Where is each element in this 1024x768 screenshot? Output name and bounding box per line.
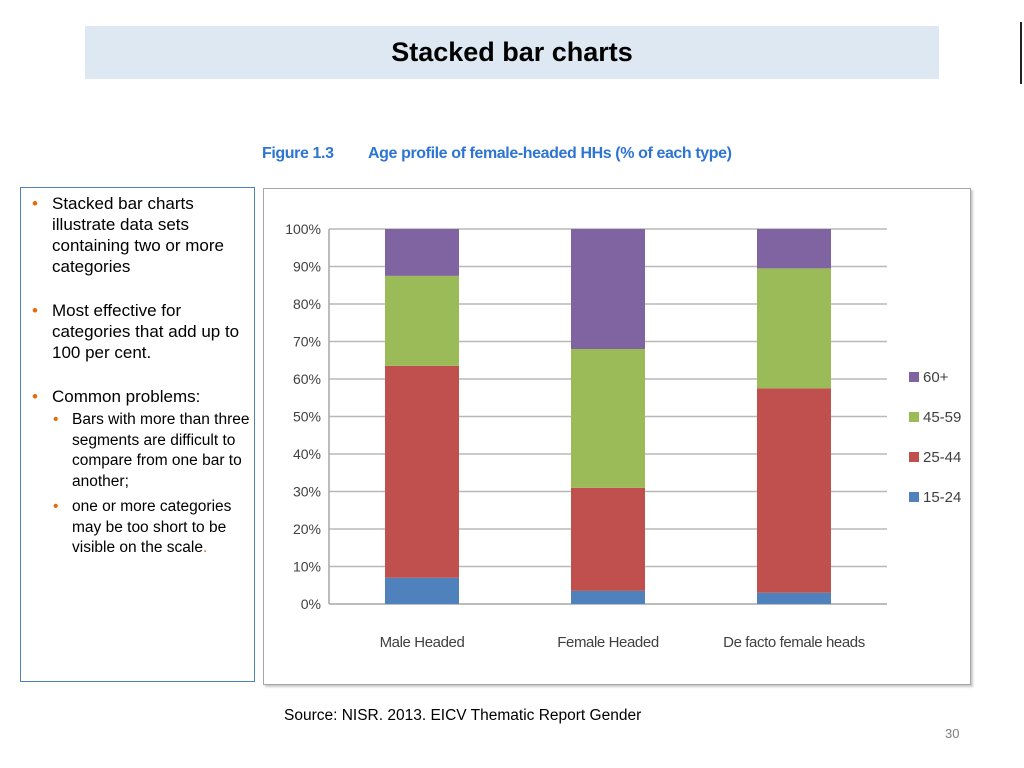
figure-title: Age profile of female-headed HHs (% of e… xyxy=(368,145,732,162)
source-note: Source: NISR. 2013. EICV Thematic Report… xyxy=(284,707,641,725)
y-tick-label: 40% xyxy=(293,446,321,462)
y-tick-label: 60% xyxy=(293,371,321,387)
bullet-list: Stacked bar charts illustrate data sets … xyxy=(29,193,250,559)
legend-label: 45-59 xyxy=(923,409,961,426)
bar-segment xyxy=(757,229,831,268)
bar-segment xyxy=(385,276,459,366)
bullet-text: Stacked bar charts illustrate data sets … xyxy=(52,194,224,276)
legend-label: 15-24 xyxy=(923,489,961,506)
legend-swatch xyxy=(909,372,919,382)
sub-bullet-item: Bars with more than three segments are d… xyxy=(52,410,250,492)
slide-title: Stacked bar charts xyxy=(391,37,633,68)
y-tick-label: 10% xyxy=(293,559,321,575)
bar-segment xyxy=(385,578,459,604)
edge-divider xyxy=(1020,22,1022,84)
bar-segment xyxy=(571,229,645,349)
bullet-text: Common problems: xyxy=(52,387,200,406)
x-tick-label: Male Headed xyxy=(380,634,465,651)
y-tick-label: 30% xyxy=(293,484,321,500)
chart-frame: 0% 10% 20% 30% 40% 50% 60% 70% 80% 90% 100% Male He… xyxy=(263,188,971,685)
figure-number: Figure 1.3 xyxy=(262,145,368,163)
bar-segment xyxy=(757,268,831,388)
legend-label: 60+ xyxy=(923,369,949,386)
y-tick-label: 0% xyxy=(301,596,321,612)
figure-caption: Figure 1.3 Age profile of female-headed H… xyxy=(262,145,732,163)
bullet-item: Stacked bar charts illustrate data sets … xyxy=(29,193,250,277)
slide-title-bar: Stacked bar charts xyxy=(85,26,939,79)
bullet-item: Common problems: Bars with more than thr… xyxy=(29,386,250,559)
y-tick-label: 70% xyxy=(293,334,321,350)
bar-segment xyxy=(757,388,831,592)
x-tick-label: Female Headed xyxy=(557,634,659,651)
legend-swatch xyxy=(909,412,919,422)
y-tick-label: 80% xyxy=(293,296,321,312)
bar-segment xyxy=(385,229,459,276)
bar-segment xyxy=(385,366,459,578)
stacked-bar-chart: 0% 10% 20% 30% 40% 50% 60% 70% 80% 90% 100% Male He… xyxy=(264,189,970,684)
y-tick-label: 50% xyxy=(293,409,321,425)
bullet-item: Most effective for categories that add u… xyxy=(29,300,250,363)
sub-bullet-text: Bars with more than three segments are d… xyxy=(72,411,249,490)
sub-bullet-item: one or more categories may be too short … xyxy=(52,497,250,559)
bar-segment xyxy=(571,488,645,591)
sub-bullet-list: Bars with more than three segments are d… xyxy=(52,410,250,559)
bar-segment xyxy=(757,593,831,604)
y-tick-label: 100% xyxy=(285,221,321,237)
sub-bullet-period: . xyxy=(203,539,207,556)
legend-swatch xyxy=(909,492,919,502)
page-number: 30 xyxy=(945,726,959,741)
sub-bullet-text: one or more categories may be too short … xyxy=(72,498,231,556)
y-tick-label: 90% xyxy=(293,259,321,275)
bullet-text-box: Stacked bar charts illustrate data sets … xyxy=(20,187,255,682)
x-tick-label: De facto female heads xyxy=(723,634,865,651)
bar-segment xyxy=(571,349,645,488)
bar-segment xyxy=(571,591,645,604)
legend-swatch xyxy=(909,452,919,462)
y-tick-label: 20% xyxy=(293,521,321,537)
legend-label: 25-44 xyxy=(923,449,961,466)
bullet-text: Most effective for categories that add u… xyxy=(52,301,239,362)
